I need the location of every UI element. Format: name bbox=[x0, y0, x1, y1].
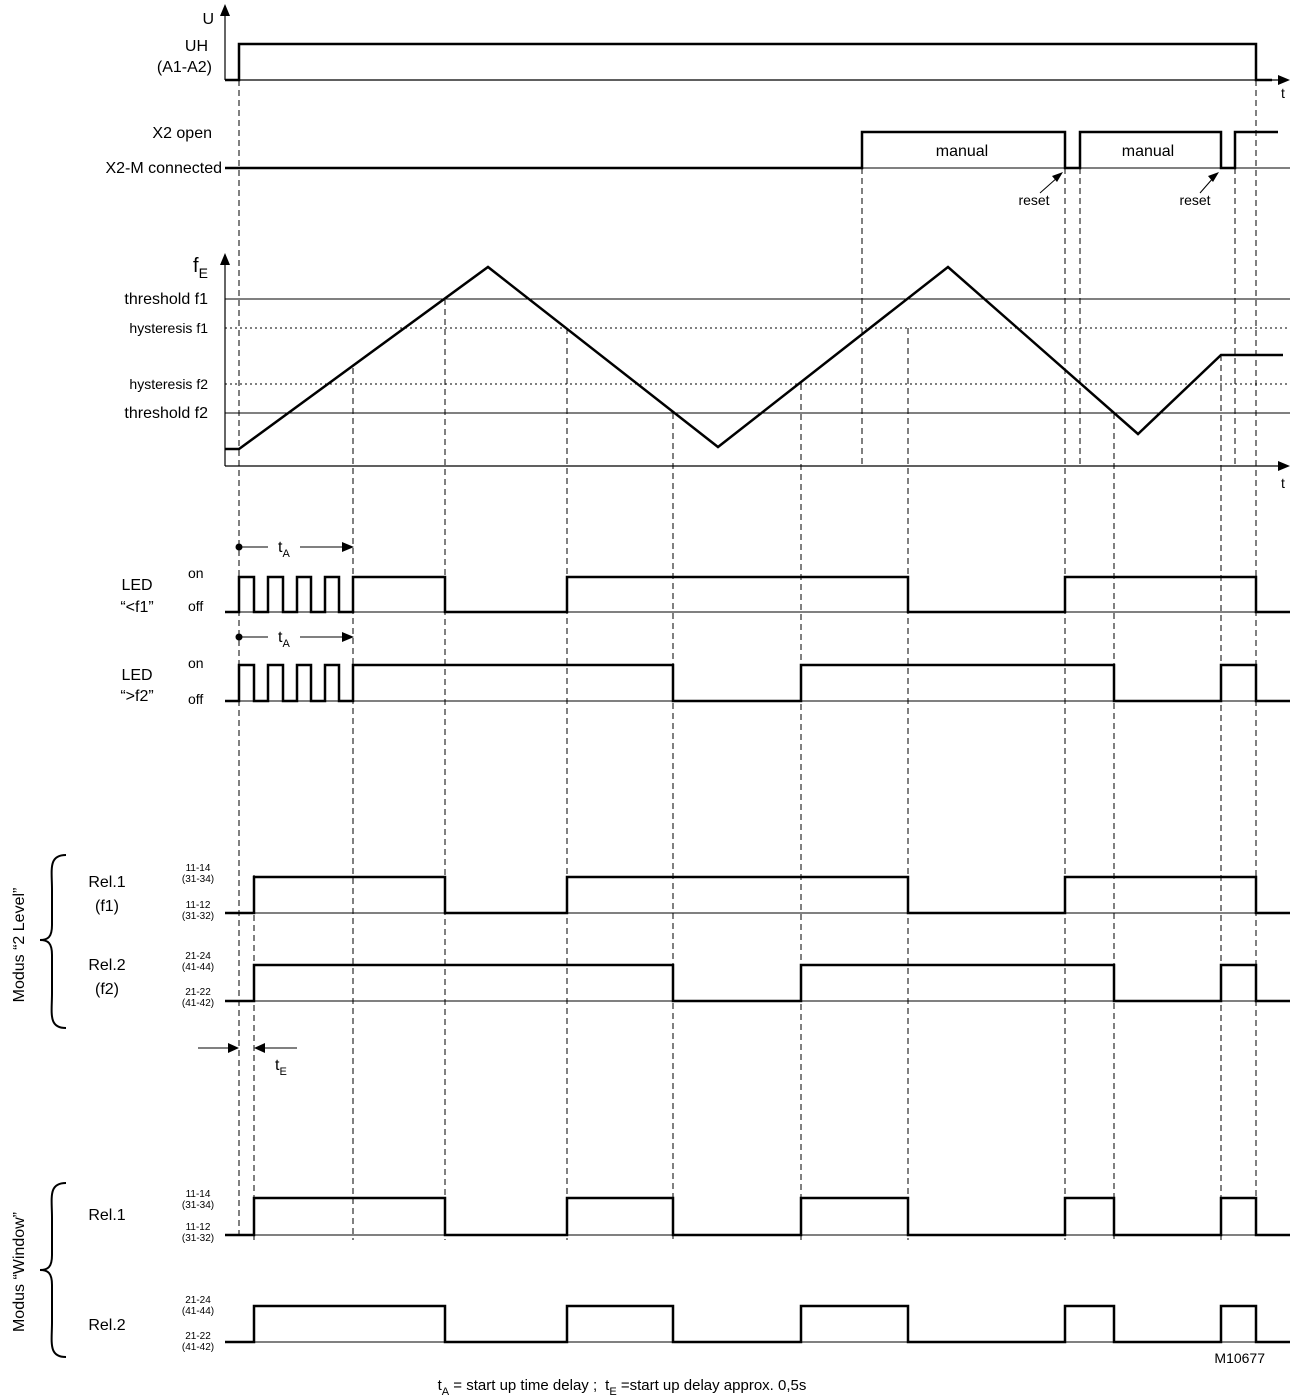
x2-signal bbox=[225, 130, 1278, 170]
frequency-arrow-icon bbox=[220, 253, 230, 265]
rel2-2level-param: (f2) bbox=[95, 981, 119, 998]
svg-text:(41-44): (41-44) bbox=[182, 1306, 214, 1317]
tA-arrow-icon-2 bbox=[342, 632, 354, 642]
led1-off-label: off bbox=[188, 598, 203, 614]
hysteresis-f1-label: hysteresis f1 bbox=[129, 320, 208, 336]
mode-2level-brace bbox=[39, 854, 67, 1029]
x2-connected-label: X2-M connected bbox=[105, 160, 222, 177]
rel2-window-name: Rel.2 bbox=[88, 1317, 125, 1334]
tA-label-2: tA bbox=[278, 629, 290, 650]
mode-window-brace bbox=[39, 1182, 67, 1358]
mode-2level-label: Modus “2 Level” bbox=[11, 888, 28, 1003]
manual-label-2: manual bbox=[1122, 143, 1174, 160]
threshold-f1-label: threshold f1 bbox=[124, 291, 208, 308]
svg-text:11-14: 11-14 bbox=[186, 1189, 211, 1200]
led2-off-label: off bbox=[188, 691, 203, 707]
rel2-2level-name: Rel.2 bbox=[88, 957, 125, 974]
rel1-2level-signal bbox=[225, 875, 1290, 915]
supply-terminals: (A1-A2) bbox=[157, 59, 212, 76]
rel1-2level-param: (f1) bbox=[95, 898, 119, 915]
time-axis-label-2: t bbox=[1281, 475, 1285, 491]
tA-arrow-icon-1 bbox=[342, 542, 354, 552]
voltage-axis-label: U bbox=[202, 11, 214, 28]
mode-2level-section: Modus “2 Level” Rel.1 (f1) 11-14 (31-34)… bbox=[11, 854, 1290, 1078]
drawing-id: M10677 bbox=[1214, 1350, 1265, 1366]
led1-signal bbox=[225, 575, 1290, 614]
tE-label: tE bbox=[275, 1057, 287, 1078]
manual-label-1: manual bbox=[936, 143, 988, 160]
rel2-2level-signal bbox=[225, 963, 1290, 1003]
led-section: tA LED “<f1” on off tA LED “>f2” on off bbox=[120, 539, 1290, 707]
reset-arrow-1 bbox=[1039, 176, 1059, 194]
svg-text:11-12: 11-12 bbox=[186, 1222, 211, 1233]
led2-signal bbox=[225, 663, 1290, 703]
svg-text:(41-44): (41-44) bbox=[182, 962, 214, 973]
led1-title: LED bbox=[121, 577, 152, 594]
frequency-signal bbox=[225, 265, 1283, 451]
svg-text:(31-34): (31-34) bbox=[182, 874, 214, 885]
rel1-2level-name: Rel.1 bbox=[88, 874, 125, 891]
mode-window-label: Modus “Window” bbox=[11, 1212, 28, 1332]
svg-text:(31-34): (31-34) bbox=[182, 1200, 214, 1211]
mode-window-section: Modus “Window” Rel.1 11-14 (31-34) 11-12… bbox=[11, 1182, 1290, 1358]
supply-signal bbox=[225, 42, 1272, 82]
led2-name: “>f2” bbox=[120, 688, 153, 705]
svg-text:21-22: 21-22 bbox=[185, 1331, 211, 1342]
threshold-f2-label: threshold f2 bbox=[124, 405, 208, 422]
reset-arrow-icon-1 bbox=[1052, 172, 1063, 182]
reference-lines bbox=[238, 80, 1257, 1240]
rel1-window-name: Rel.1 bbox=[88, 1207, 125, 1224]
led2-on-label: on bbox=[188, 655, 204, 671]
time-arrow-icon bbox=[1278, 75, 1290, 85]
svg-text:21-22: 21-22 bbox=[185, 987, 211, 998]
tA-label-1: tA bbox=[278, 539, 290, 560]
reset-label-2: reset bbox=[1179, 192, 1210, 208]
svg-text:(41-42): (41-42) bbox=[182, 998, 214, 1009]
led1-on-label: on bbox=[188, 565, 204, 581]
svg-text:21-24: 21-24 bbox=[185, 951, 211, 962]
supply-voltage-section: t U UH (A1-A2) bbox=[157, 4, 1290, 101]
svg-text:(31-32): (31-32) bbox=[182, 1233, 214, 1244]
x2-section: X2 open X2-M connected manual manual res… bbox=[105, 125, 1290, 208]
led2-title: LED bbox=[121, 667, 152, 684]
rel2-window-signal bbox=[225, 1304, 1290, 1344]
footnote: tA = start up time delay ; tE =start up d… bbox=[438, 1377, 807, 1397]
frequency-axis-label: fE bbox=[193, 255, 208, 281]
rel1-window-signal bbox=[225, 1196, 1290, 1237]
svg-text:21-24: 21-24 bbox=[185, 1295, 211, 1306]
hysteresis-f2-label: hysteresis f2 bbox=[129, 376, 208, 392]
svg-text:(31-32): (31-32) bbox=[182, 911, 214, 922]
led1-name: “<f1” bbox=[120, 599, 153, 616]
supply-label: UH bbox=[185, 38, 208, 55]
time-axis-label: t bbox=[1281, 85, 1285, 101]
time-arrow-icon-2 bbox=[1278, 461, 1290, 471]
svg-text:(41-42): (41-42) bbox=[182, 1342, 214, 1353]
x2-open-label: X2 open bbox=[152, 125, 212, 142]
reset-label-1: reset bbox=[1018, 192, 1049, 208]
tE-arrow-icon-right bbox=[254, 1043, 265, 1053]
frequency-section: t fE threshold f1 hysteresis f1 hysteres… bbox=[124, 253, 1290, 491]
svg-text:11-12: 11-12 bbox=[186, 900, 211, 911]
svg-text:11-14: 11-14 bbox=[186, 863, 211, 874]
tE-arrow-icon-left bbox=[228, 1043, 239, 1053]
reset-arrow-icon-2 bbox=[1208, 172, 1219, 182]
voltage-arrow-icon bbox=[220, 4, 230, 16]
